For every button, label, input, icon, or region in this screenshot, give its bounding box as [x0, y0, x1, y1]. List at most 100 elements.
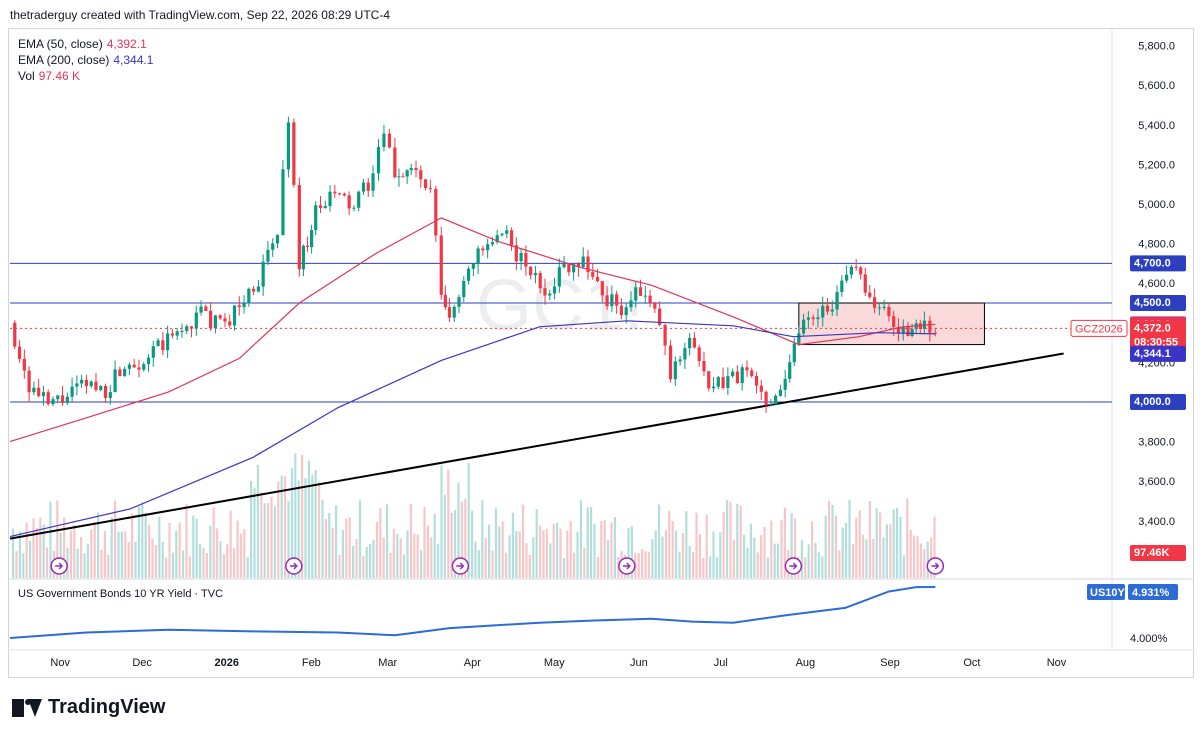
volume-bar [824, 515, 827, 578]
volume-bar [345, 518, 348, 578]
volume-bar [331, 527, 334, 578]
volume-bar [90, 529, 93, 578]
volume-bar [396, 533, 399, 578]
volume-bar [688, 545, 691, 578]
candle-body [572, 264, 576, 273]
candle-body [877, 307, 881, 309]
candle-body [161, 340, 165, 351]
volume-bar [270, 496, 273, 578]
candle-body [591, 272, 595, 277]
volume-bar [12, 528, 15, 578]
candle-body [199, 306, 203, 313]
volume-bar [596, 556, 599, 578]
legend-ema50[interactable]: EMA (50, close) 4,392.1 [18, 36, 147, 52]
volume-bar [569, 520, 572, 578]
candle-body [509, 230, 514, 246]
volume-bar [586, 507, 589, 578]
volume-bar [722, 512, 725, 578]
volume-bar [457, 482, 460, 578]
candle-body [361, 182, 366, 192]
volume-bar [399, 538, 402, 578]
volume-bar [202, 547, 205, 578]
volume-bar [39, 517, 42, 578]
volume-bar [205, 553, 208, 578]
volume-bar [321, 499, 324, 578]
volume-bar [243, 529, 246, 578]
candle-body [466, 268, 471, 281]
volume-bar [406, 530, 409, 578]
volume-bar [100, 549, 103, 578]
volume-bar [862, 534, 865, 578]
volume-bar [590, 507, 593, 578]
legend-vol[interactable]: Vol 97.46 K [18, 68, 80, 84]
volume-bar [885, 524, 888, 578]
candle-body [586, 256, 590, 273]
yield-axis-label: 4.000% [1130, 633, 1168, 645]
volume-bar [651, 539, 654, 578]
volume-bar [732, 539, 735, 578]
us10y-symbol-badge [1087, 584, 1125, 600]
volume-bar [182, 550, 185, 578]
volume-bar [766, 557, 769, 578]
volume-bar [307, 460, 310, 578]
volume-bar [250, 480, 253, 578]
yield-pane-title[interactable]: US Government Bonds 10 YR Yield · TVC [18, 588, 224, 600]
volume-bar [838, 550, 841, 578]
candle-body [735, 371, 740, 384]
volume-bar [902, 555, 905, 578]
volume-bar [66, 547, 69, 578]
x-tick-label: Jul [714, 657, 728, 669]
volume-bar [583, 547, 586, 578]
candle-body [242, 303, 246, 308]
volume-bar [865, 539, 868, 578]
volume-bar [195, 518, 198, 578]
last-price-badge-text: 08:30:55 [1134, 336, 1178, 348]
level-4500-badge-bg [1130, 295, 1186, 311]
candle-body [581, 256, 585, 268]
candle-body [127, 364, 132, 369]
candle-body [595, 276, 600, 282]
candle-body [443, 294, 447, 308]
candle-body [788, 362, 792, 379]
candle-body [371, 173, 375, 191]
volume-bar [923, 549, 926, 578]
volume-bar [236, 520, 239, 578]
volume-bar [729, 502, 732, 578]
volume-bar [746, 547, 749, 578]
volume-bar [277, 481, 280, 578]
candle-body [792, 343, 796, 363]
level-4000-badge-bg [1130, 394, 1186, 410]
volume-bar [868, 501, 871, 578]
volume-bar [314, 469, 317, 578]
level-4000-badge-text: 4,000.0 [1134, 396, 1171, 408]
volume-bar [654, 530, 657, 578]
volume-bar [790, 513, 793, 578]
volume-bar [610, 522, 613, 578]
ticker-tag-bg [1070, 319, 1128, 337]
volume-bar [474, 541, 477, 578]
volume-bar [845, 523, 848, 578]
volume-bar [256, 464, 259, 578]
candle-body [918, 323, 922, 329]
volume-bar [131, 513, 134, 578]
volume-bar [114, 500, 117, 578]
volume-bar [501, 521, 504, 578]
volume-bar [477, 550, 480, 578]
volume-bar [644, 551, 647, 578]
volume-bar [63, 517, 66, 578]
volume-bar [807, 544, 810, 578]
volume-bar [549, 543, 552, 578]
volume-bar [97, 512, 100, 578]
volume-bar [930, 537, 933, 578]
volume-bar [906, 498, 909, 578]
x-tick-label: Aug [796, 657, 816, 669]
legend-ema200[interactable]: EMA (200, close) 4,344.1 [18, 52, 153, 68]
candle-body [692, 337, 697, 348]
volume-bar [284, 476, 287, 578]
volume-bar [454, 509, 457, 578]
candle-body [830, 309, 834, 312]
candle-body [567, 263, 571, 273]
volume-bar [294, 453, 297, 578]
volume-bar [491, 550, 494, 578]
